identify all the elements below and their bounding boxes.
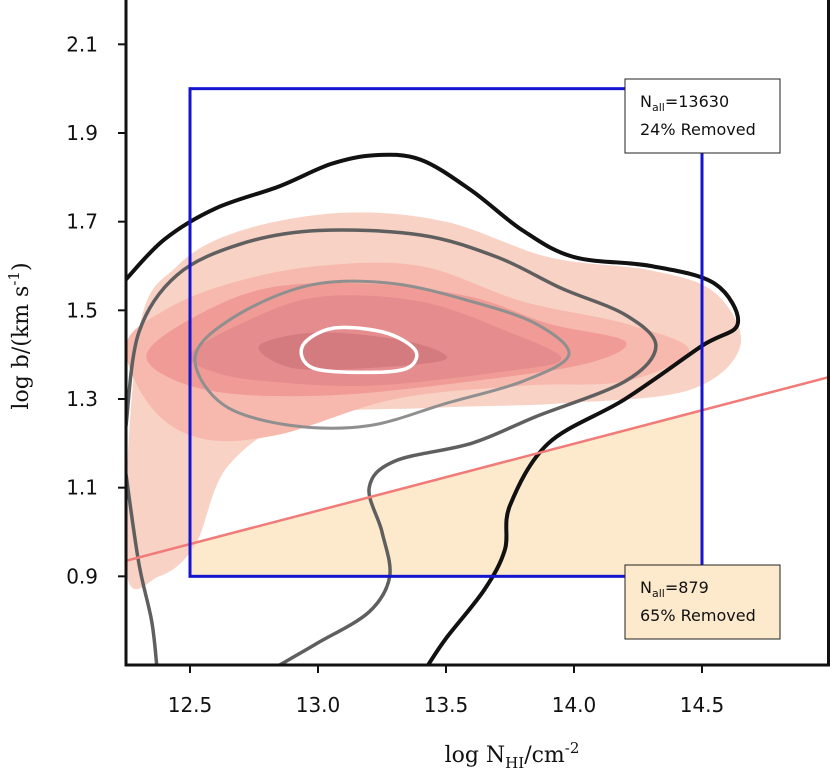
plot-frame [124, 0, 830, 667]
contour-line-mid-3 [126, 228, 658, 665]
x-tick-label-14.0: 14.0 [552, 693, 597, 717]
annotation-cut-count: Nall=879 [640, 578, 709, 600]
selection-box [188, 87, 704, 578]
contour-lines [126, 152, 741, 665]
selection-box-layer [188, 87, 704, 578]
y-tick-label-1.1: 1.1 [66, 476, 98, 500]
y-tick-label-0.9: 0.9 [66, 564, 98, 588]
cut-line-layer [126, 375, 830, 563]
y-tick-label-1.7: 1.7 [66, 210, 98, 234]
x-tick-label-12.5: 12.5 [168, 693, 213, 717]
axis-ticks: 12.5 13.0 13.5 14.0 14.5 0.9 1.1 1.3 1.5 1.7 1.9 2.… [66, 32, 724, 717]
y-tick-label-1.3: 1.3 [66, 387, 98, 411]
annotation-all-removed: 24% Removed [640, 120, 756, 139]
y-tick-label-2.1: 2.1 [66, 32, 98, 56]
x-tick-label-13.0: 13.0 [296, 693, 341, 717]
y-axis-label: log b/(km s-1) [5, 262, 34, 409]
contour-line-inner-4 [193, 279, 571, 430]
annotation-all-box [624, 78, 781, 154]
contour-line-outer-1 [126, 152, 741, 665]
annotation-all-count: Nall=13630 [640, 92, 729, 114]
plot-area [126, 87, 830, 665]
annotation-cut: Nall=879 65% Removed [624, 564, 781, 640]
annotation-all: Nall=13630 24% Removed [624, 78, 781, 154]
removed-region [190, 410, 702, 577]
y-tick-label-1.5: 1.5 [66, 298, 98, 322]
contour-line-core-5 [299, 325, 419, 375]
annotation-cut-removed: 65% Removed [640, 606, 756, 625]
cut-line [126, 375, 830, 563]
x-tick-label-13.5: 13.5 [424, 693, 469, 717]
x-axis-label: log NHI/cm-2 [445, 739, 580, 772]
x-tick-label-14.5: 14.5 [680, 693, 725, 717]
contour-line-mid-2 [126, 472, 159, 665]
y-tick-label-1.9: 1.9 [66, 121, 98, 145]
annotation-cut-box [624, 564, 781, 640]
removed-region-layer [190, 410, 702, 577]
